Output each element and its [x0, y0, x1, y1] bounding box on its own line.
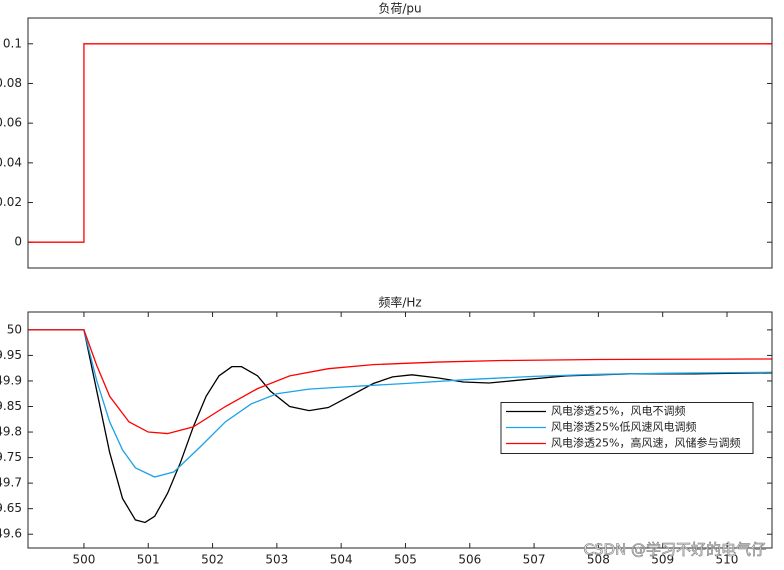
- y-tick-label: 49.6: [0, 527, 22, 541]
- chart-title: 频率/Hz: [378, 295, 421, 310]
- y-tick-label: 0.08: [0, 76, 22, 90]
- x-tick-label: 504: [330, 553, 353, 567]
- x-tick-label: 510: [716, 553, 739, 567]
- axes-box: [27, 17, 773, 269]
- y-tick-label: 49.85: [0, 399, 22, 413]
- series-line: [28, 329, 773, 478]
- axes-box: [27, 311, 773, 549]
- x-tick-label: 502: [201, 553, 224, 567]
- x-tick-label: 506: [458, 553, 481, 567]
- y-tick-label: 0.1: [3, 36, 22, 50]
- x-tick-label: 508: [587, 553, 610, 567]
- series-line: [28, 43, 772, 243]
- y-tick-label: 0.02: [0, 195, 22, 209]
- y-tick-label: 49.65: [0, 501, 22, 515]
- y-tick-label: 49.7: [0, 476, 22, 490]
- y-tick-label: 0.06: [0, 116, 22, 130]
- series-line: [28, 329, 773, 524]
- x-tick-label: 509: [651, 553, 674, 567]
- series-line: [28, 329, 773, 435]
- x-tick-label: 505: [394, 553, 417, 567]
- chart-title: 负荷/pu: [378, 2, 421, 16]
- watermark: CSDN @学习不好的电气仔: [583, 541, 766, 559]
- y-tick-label: 0: [14, 235, 22, 249]
- legend-label: 风电渗透25%低风速风电调频: [551, 420, 696, 434]
- y-tick-label: 50: [7, 322, 22, 336]
- y-tick-label: 49.9: [0, 373, 22, 387]
- legend-label: 风电渗透25%，高风速，风储参与调频: [551, 436, 740, 450]
- x-tick-label: 503: [265, 553, 288, 567]
- y-tick-label: 49.75: [0, 450, 22, 464]
- y-tick-label: 49.8: [0, 425, 22, 439]
- legend-label: 风电渗透25%，风电不调频: [551, 404, 685, 418]
- x-tick-label: 507: [523, 553, 546, 567]
- x-tick-label: 501: [137, 553, 160, 567]
- y-tick-label: 0.04: [0, 155, 22, 169]
- x-tick-label: 500: [72, 553, 95, 567]
- y-tick-label: 49.95: [0, 348, 22, 362]
- plot-area: [28, 18, 772, 268]
